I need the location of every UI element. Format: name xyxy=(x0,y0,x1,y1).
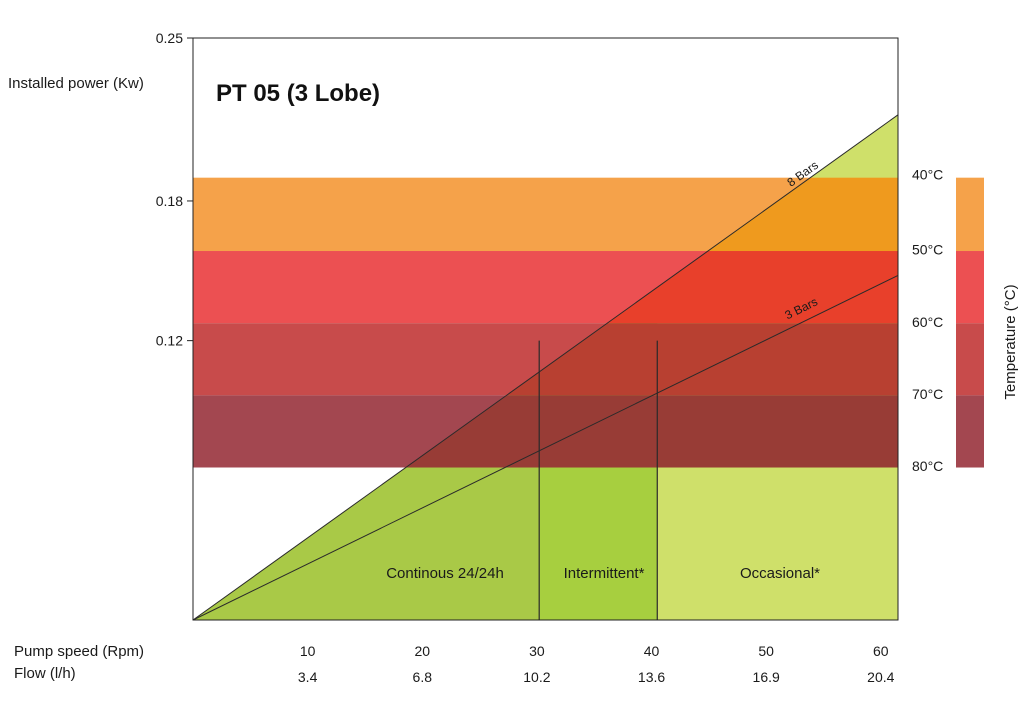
x-tick-flow: 20.4 xyxy=(867,669,894,685)
zone-lower-2 xyxy=(539,467,658,620)
plot-frame xyxy=(192,37,899,621)
x-tick-speed: 10 xyxy=(300,643,316,659)
legend-swatch-1 xyxy=(956,177,984,252)
x-tick-speed: 40 xyxy=(644,643,660,659)
x-axis-label-speed: Pump speed (Rpm) xyxy=(14,643,144,660)
zone-label-2: Intermittent* xyxy=(564,565,645,582)
temperature-axis-label: Temperature (°C) xyxy=(1002,284,1019,399)
x-tick-flow: 16.9 xyxy=(753,669,780,685)
y-tick-label: 0.12 xyxy=(156,333,183,349)
x-tick-flow: 10.2 xyxy=(523,669,550,685)
y-tick-label: 0.25 xyxy=(156,30,183,46)
temperature-label: 40°C xyxy=(912,166,943,182)
plot-border xyxy=(192,37,899,621)
x-ticks: 10 3.4 20 6.8 30 10.2 40 13.6 50 16.9 60 20.4 xyxy=(298,643,895,685)
legend-swatch-4 xyxy=(956,395,984,468)
chart-title: PT 05 (3 Lobe) xyxy=(216,80,380,107)
series-line-8-bars xyxy=(192,114,899,621)
x-tick-speed: 50 xyxy=(758,643,774,659)
legend-swatch-2 xyxy=(956,251,984,324)
y-axis-label: Installed power (Kw) xyxy=(8,75,144,92)
zone-label-3: Occasional* xyxy=(740,565,820,582)
series-line-3-bars xyxy=(192,275,899,621)
x-tick-flow: 6.8 xyxy=(413,669,433,685)
x-tick-flow: 3.4 xyxy=(298,669,318,685)
zone-lower-3 xyxy=(657,467,898,620)
x-tick-flow: 13.6 xyxy=(638,669,665,685)
x-tick-speed: 60 xyxy=(873,643,889,659)
y-ticks: 0.25 0.18 0.12 xyxy=(156,30,193,349)
legend-swatch-3 xyxy=(956,323,984,396)
x-tick-speed: 20 xyxy=(414,643,430,659)
x-tick-speed: 30 xyxy=(529,643,545,659)
temperature-legend: 40°C 50°C 60°C 70°C 80°C xyxy=(912,166,984,474)
temperature-label: 60°C xyxy=(912,314,943,330)
temperature-label: 70°C xyxy=(912,386,943,402)
y-tick-label: 0.18 xyxy=(156,193,183,209)
temperature-label: 50°C xyxy=(912,242,943,258)
zone-label-1: Continous 24/24h xyxy=(386,565,504,582)
temperature-label: 80°C xyxy=(912,458,943,474)
x-axis-label-flow: Flow (l/h) xyxy=(14,665,76,682)
